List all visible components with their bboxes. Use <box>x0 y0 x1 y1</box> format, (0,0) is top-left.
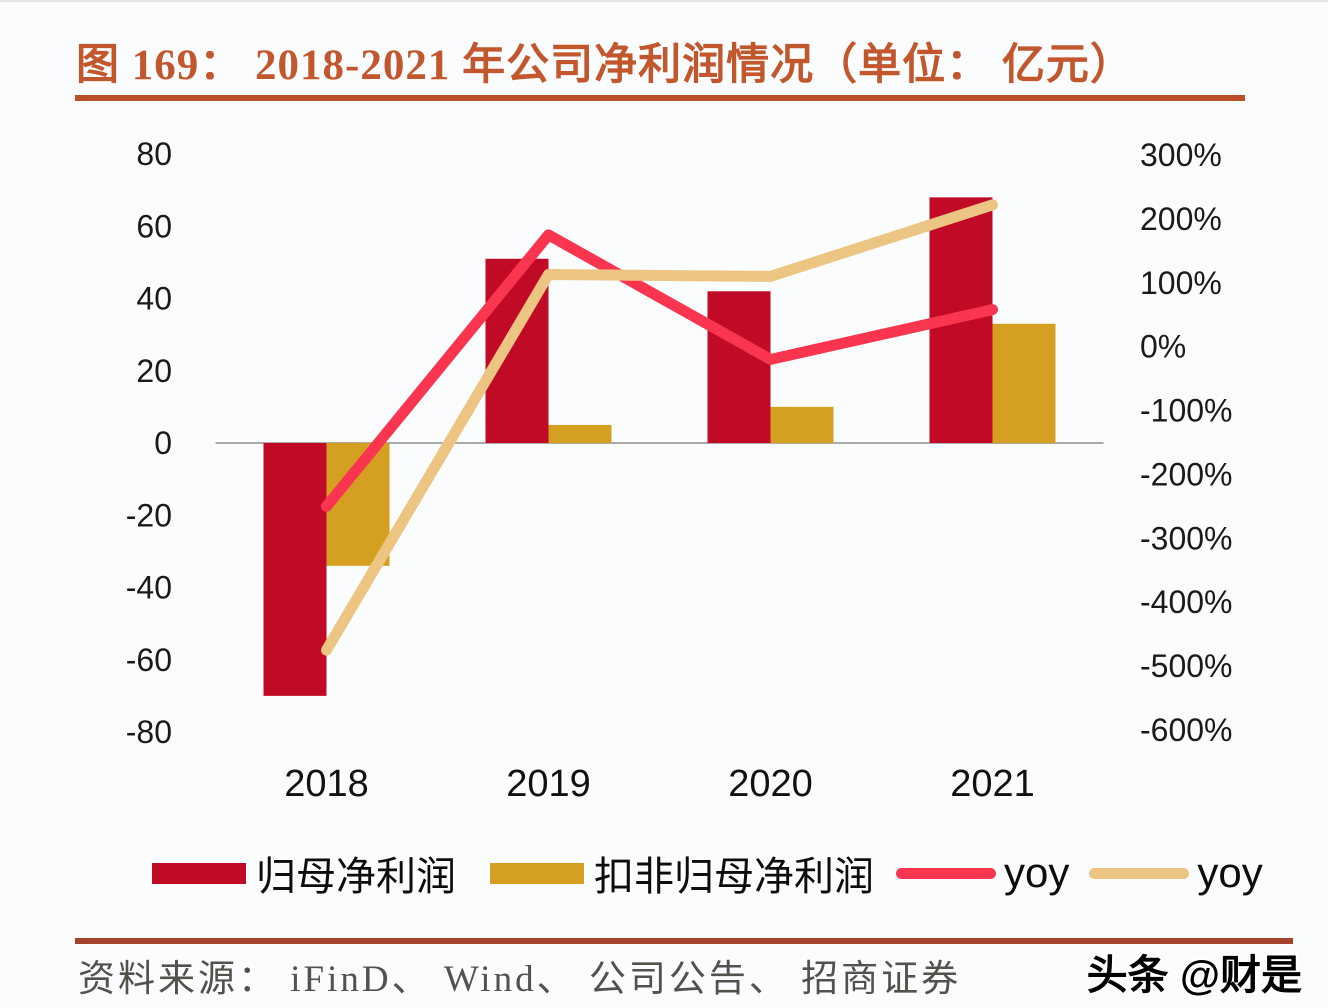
x-axis-label-2019: 2019 <box>506 763 591 805</box>
left-axis-tick--80: -80 <box>126 714 172 750</box>
right-axis-tick-0%: 0% <box>1140 329 1186 365</box>
legend-label: yoy <box>1197 849 1263 896</box>
x-axis-label-2020: 2020 <box>728 763 813 805</box>
yoy-line-gold <box>321 199 998 656</box>
left-axis-tick-40: 40 <box>136 281 172 317</box>
left-axis-tick--60: -60 <box>126 642 172 678</box>
x-axis-label-2021: 2021 <box>950 763 1035 805</box>
right-axis-tick--300%: -300% <box>1140 520 1233 556</box>
chart-legend: 归母净利润 扣非归母净利润 yoy yoy <box>152 844 1263 902</box>
right-axis-tick-100%: 100% <box>1140 265 1222 301</box>
legend-item-net-profit: 归母净利润 <box>152 844 456 902</box>
legend-label: yoy <box>1004 849 1070 896</box>
footer-rule <box>75 938 1293 944</box>
right-axis-tick--400%: -400% <box>1140 584 1233 620</box>
chart-title: 图 169： 2018-2021 年公司净利润情况（单位： 亿元） <box>76 42 1134 89</box>
watermark: 头条 @财是 <box>1086 952 1302 998</box>
legend-item-yoy-gold: yoy <box>1089 849 1263 897</box>
source-attribution: 资料来源： iFinD、 Wind、 公司公告、 招商证券 <box>78 959 962 1000</box>
left-axis-tick-80: 80 <box>136 136 172 172</box>
legend-label: 归母净利润 <box>256 854 456 899</box>
bar-net-profit-2020 <box>707 291 771 443</box>
right-axis-tick--500%: -500% <box>1140 648 1233 684</box>
bar-deducted-net-profit-2021 <box>992 323 1056 443</box>
net-profit-swatch <box>152 862 246 884</box>
left-axis-tick-60: 60 <box>136 208 172 244</box>
title-underline <box>75 95 1245 101</box>
x-axis-label-2018: 2018 <box>284 763 369 805</box>
legend-item-yoy-red: yoy <box>896 849 1069 897</box>
bar-deducted-net-profit-2020 <box>770 406 834 443</box>
yoy-line-red <box>321 229 998 512</box>
yoy-gold-line-swatch <box>1089 867 1190 879</box>
right-axis-tick--600%: -600% <box>1140 712 1233 748</box>
deducted-net-profit-swatch <box>490 862 584 884</box>
right-axis-tick--200%: -200% <box>1140 456 1233 492</box>
bar-net-profit-2018 <box>263 443 327 696</box>
bar-deducted-net-profit-2019 <box>548 424 612 443</box>
yoy-red-line-swatch <box>896 867 996 879</box>
legend-label: 扣非归母净利润 <box>594 854 874 899</box>
right-axis-tick-200%: 200% <box>1140 201 1222 237</box>
right-axis-tick--100%: -100% <box>1140 393 1233 429</box>
left-axis-tick--20: -20 <box>126 497 172 533</box>
left-axis-tick--40: -40 <box>126 570 172 606</box>
left-axis-tick-20: 20 <box>136 353 172 389</box>
legend-item-deducted-net-profit: 扣非归母净利润 <box>490 844 874 902</box>
right-axis-tick-300%: 300% <box>1140 137 1222 173</box>
left-axis-tick-0: 0 <box>154 425 172 461</box>
